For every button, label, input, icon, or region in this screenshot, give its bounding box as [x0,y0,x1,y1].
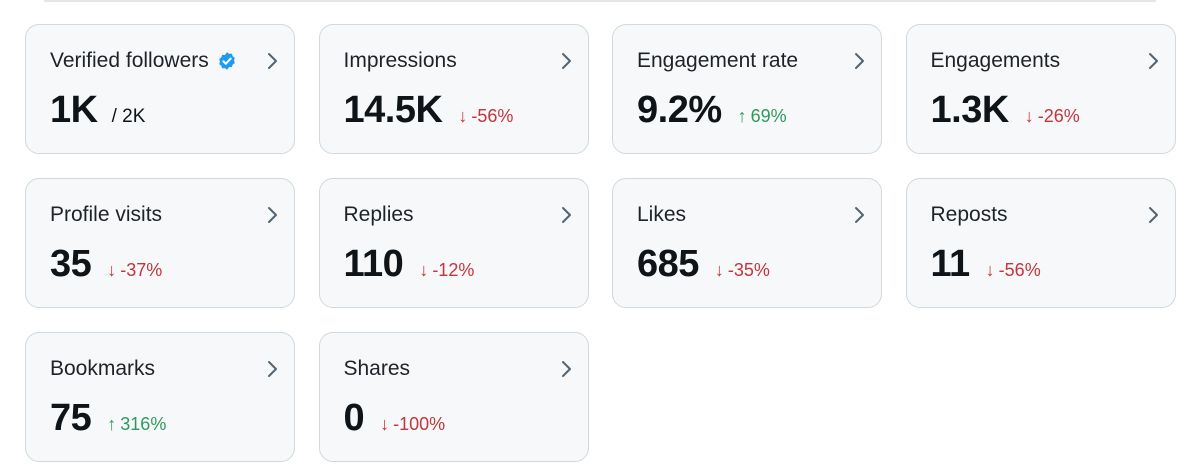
metric-change: ↓ -12% [419,260,474,281]
metric-card-likes[interactable]: Likes 685 ↓ -35% [612,178,882,308]
chevron-right-icon[interactable] [853,51,867,71]
metric-label-text: Reposts [930,203,1008,226]
metric-value: 35 [50,243,92,285]
metric-value-row: 11 ↓ -56% [931,243,1041,286]
metric-change: ↓ -56% [458,106,513,127]
metric-value-row: 9.2% ↑ 69% [637,89,787,132]
metric-label-text: Verified followers [50,49,209,72]
metric-change: ↓ -56% [986,260,1041,281]
chevron-right-icon[interactable] [266,205,280,225]
chevron-right-icon[interactable] [853,205,867,225]
metric-change-value: -26% [1037,106,1080,126]
metric-change: ↑ 316% [107,414,166,435]
arrow-up-icon: ↑ [737,106,747,126]
arrow-down-icon: ↓ [107,260,117,280]
metric-card-shares[interactable]: Shares 0 ↓ -100% [318,332,589,462]
chevron-right-icon[interactable] [266,359,280,379]
metric-value: 9.2% [637,89,722,131]
metric-change-value: -56% [471,106,514,126]
metric-label: Bookmarks [50,357,155,381]
metric-value-row: 110 ↓ -12% [344,243,475,286]
metric-value-row: 1K / 2K [50,89,145,132]
metric-label-text: Engagements [930,49,1061,72]
metric-change-value: -12% [432,260,475,280]
metric-label: Verified followers [50,49,237,73]
verified-badge-icon [218,52,235,70]
chevron-right-icon[interactable] [266,51,280,71]
metric-card-replies[interactable]: Replies 110 ↓ -12% [318,178,589,308]
metric-change-value: 316% [120,414,167,434]
metric-label-text: Likes [637,203,687,226]
metric-change-value: -35% [727,260,770,280]
metric-value-row: 1.3K ↓ -26% [931,89,1080,132]
metric-label: Impressions [344,49,457,73]
metric-value: 110 [343,243,404,285]
metric-value-row: 685 ↓ -35% [637,243,770,286]
metric-value-row: 35 ↓ -37% [50,243,162,286]
metric-label-text: Engagement rate [637,49,799,72]
arrow-down-icon: ↓ [380,414,390,434]
metric-value: 14.5K [343,89,443,131]
chevron-right-icon[interactable] [560,51,574,71]
metric-value: 685 [637,243,699,285]
metric-change-value: -37% [120,260,163,280]
chevron-right-icon[interactable] [560,205,574,225]
metric-label-text: Replies [343,203,414,226]
metric-label: Replies [344,203,414,227]
arrow-down-icon: ↓ [419,260,429,280]
metric-label-text: Bookmarks [50,357,156,380]
arrow-down-icon: ↓ [458,106,468,126]
metric-value: 11 [930,243,971,285]
metric-value-row: 0 ↓ -100% [344,397,446,440]
chevron-right-icon[interactable] [1147,51,1161,71]
metric-label: Profile visits [50,203,162,227]
metric-label-text: Shares [343,357,411,380]
arrow-up-icon: ↑ [107,414,117,434]
metric-label: Shares [344,357,411,381]
metric-label: Reposts [931,203,1008,227]
metric-change-value: -56% [998,260,1041,280]
top-divider [44,0,1156,2]
metric-label: Likes [637,203,686,227]
metric-value: 75 [50,397,92,439]
metric-secondary-value: / 2K [111,106,146,127]
arrow-down-icon: ↓ [714,260,724,280]
chevron-right-icon[interactable] [1147,205,1161,225]
metric-card-bookmarks[interactable]: Bookmarks 75 ↑ 316% [25,332,295,462]
metric-card-profile-visits[interactable]: Profile visits 35 ↓ -37% [25,178,295,308]
metric-change: ↓ -26% [1025,106,1080,127]
metric-change-value: 69% [750,106,787,126]
metric-label-text: Profile visits [50,203,163,226]
metric-card-engagements[interactable]: Engagements 1.3K ↓ -26% [905,24,1176,154]
metric-label: Engagements [931,49,1061,73]
arrow-down-icon: ↓ [1024,106,1034,126]
metric-value-row: 75 ↑ 316% [50,397,166,440]
metric-change: ↓ -35% [715,260,770,281]
chevron-right-icon[interactable] [560,359,574,379]
metrics-grid: Verified followers 1K / 2K Impressions [25,24,1176,462]
metric-change: ↓ -37% [107,260,162,281]
metric-card-engagement-rate[interactable]: Engagement rate 9.2% ↑ 69% [612,24,882,154]
metric-card-impressions[interactable]: Impressions 14.5K ↓ -56% [318,24,589,154]
metric-label: Engagement rate [637,49,798,73]
metric-label-text: Impressions [343,49,457,72]
metric-value: 1.3K [930,89,1010,131]
metric-change: ↓ -100% [380,414,445,435]
metric-change: ↑ 69% [738,106,787,127]
metric-card-verified-followers[interactable]: Verified followers 1K / 2K [25,24,295,154]
metric-change-value: -100% [393,414,446,434]
metric-value: 1K [50,89,98,131]
metric-value-row: 14.5K ↓ -56% [344,89,514,132]
arrow-down-icon: ↓ [985,260,995,280]
metric-value: 0 [343,397,365,439]
metric-card-reposts[interactable]: Reposts 11 ↓ -56% [905,178,1176,308]
